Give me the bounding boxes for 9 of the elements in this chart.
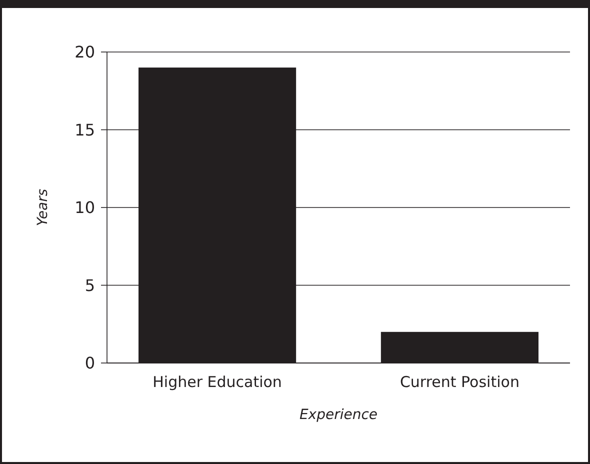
y-tick-label: 15: [74, 120, 95, 140]
y-tick-label: 5: [84, 276, 95, 295]
y-axis-title: Years: [35, 188, 51, 226]
x-axis-title: Experience: [299, 407, 378, 423]
y-tick-label: 20: [74, 42, 95, 62]
y-tick-label: 0: [84, 354, 95, 373]
y-tick-label: 10: [74, 198, 95, 218]
x-tick-label: Higher Education: [152, 373, 282, 391]
x-tick-label: Current Position: [400, 373, 520, 391]
